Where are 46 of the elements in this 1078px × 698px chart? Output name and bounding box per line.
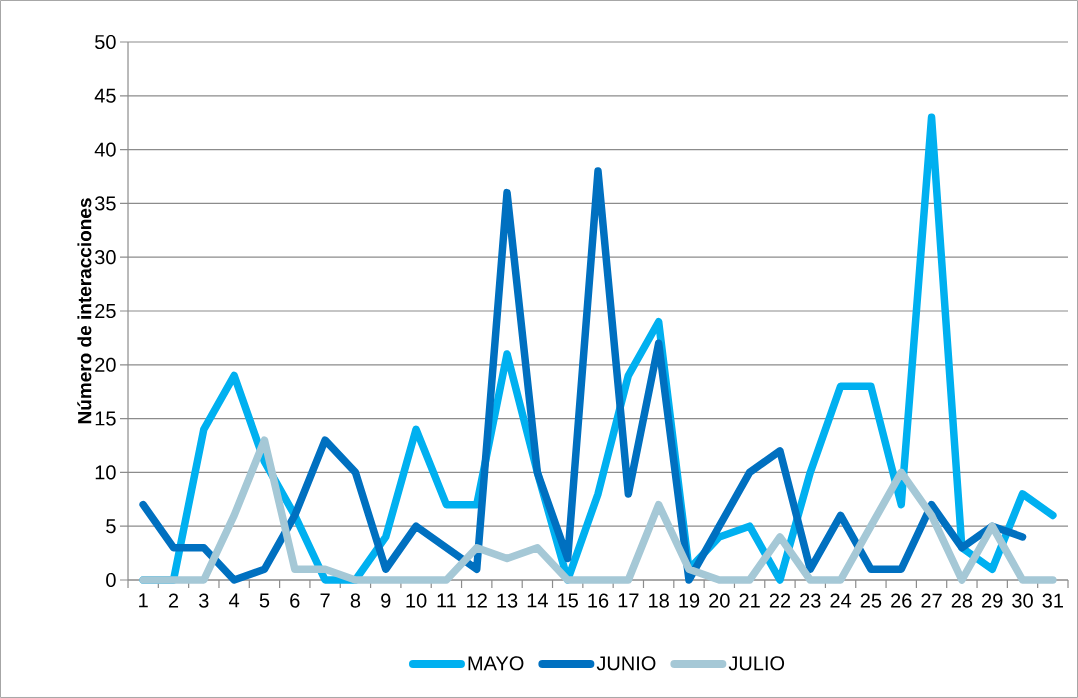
legend-label: JULIO: [728, 656, 785, 671]
x-tick-label: 19: [679, 593, 700, 608]
x-tick-label: 31: [1042, 593, 1063, 608]
x-tick-label: 8: [350, 593, 361, 608]
x-tick-label: 15: [558, 593, 578, 608]
x-tick-label: 2: [168, 593, 179, 608]
x-tick-label: 30: [1012, 593, 1033, 608]
x-tick-label: 28: [951, 593, 973, 608]
legend-label: MAYO: [468, 656, 524, 671]
x-tick-label: 4: [229, 593, 240, 608]
y-tick-label: 0: [106, 572, 116, 588]
x-tick-label: 25: [860, 593, 882, 608]
x-tick-label: 6: [290, 593, 300, 608]
x-tick-label: 13: [497, 593, 518, 608]
y-tick-label: 35: [95, 196, 116, 211]
x-tick-label: 9: [381, 593, 391, 608]
legend-label: JUNIO: [596, 656, 656, 671]
x-tick-label: 23: [800, 593, 821, 608]
x-tick-label: 3: [199, 593, 209, 608]
y-tick-label: 40: [94, 142, 116, 157]
x-tick-label: 5: [259, 593, 270, 608]
x-tick-label: 10: [406, 593, 427, 608]
x-tick-label: 21: [739, 593, 760, 608]
x-tick-label: 18: [649, 593, 669, 608]
x-tick-label: 24: [830, 593, 852, 608]
x-tick-label: 11: [437, 593, 456, 608]
x-tick-label: 1: [139, 593, 148, 608]
x-tick-label: 12: [467, 593, 487, 608]
y-tick-label: 25: [95, 303, 116, 319]
y-tick-label: 30: [95, 250, 116, 265]
x-tick-label: 14: [527, 593, 548, 608]
x-tick-label: 22: [769, 593, 791, 608]
y-axis-title: Número de interacciones: [77, 198, 92, 424]
y-tick-label: 15: [95, 411, 116, 426]
y-tick-label: 20: [95, 357, 116, 372]
y-tick-label: 5: [106, 519, 116, 534]
x-tick-label: 20: [709, 593, 730, 608]
x-tick-label: 29: [982, 593, 1003, 608]
y-tick-label: 10: [95, 465, 116, 480]
x-tick-label: 16: [588, 593, 609, 608]
x-tick-label: 26: [891, 593, 912, 608]
y-tick-label: 45: [94, 88, 116, 103]
x-tick-label: 27: [921, 593, 942, 608]
x-tick-label: 17: [618, 593, 639, 608]
y-tick-label: 50: [95, 34, 116, 50]
x-tick-label: 7: [320, 593, 330, 608]
